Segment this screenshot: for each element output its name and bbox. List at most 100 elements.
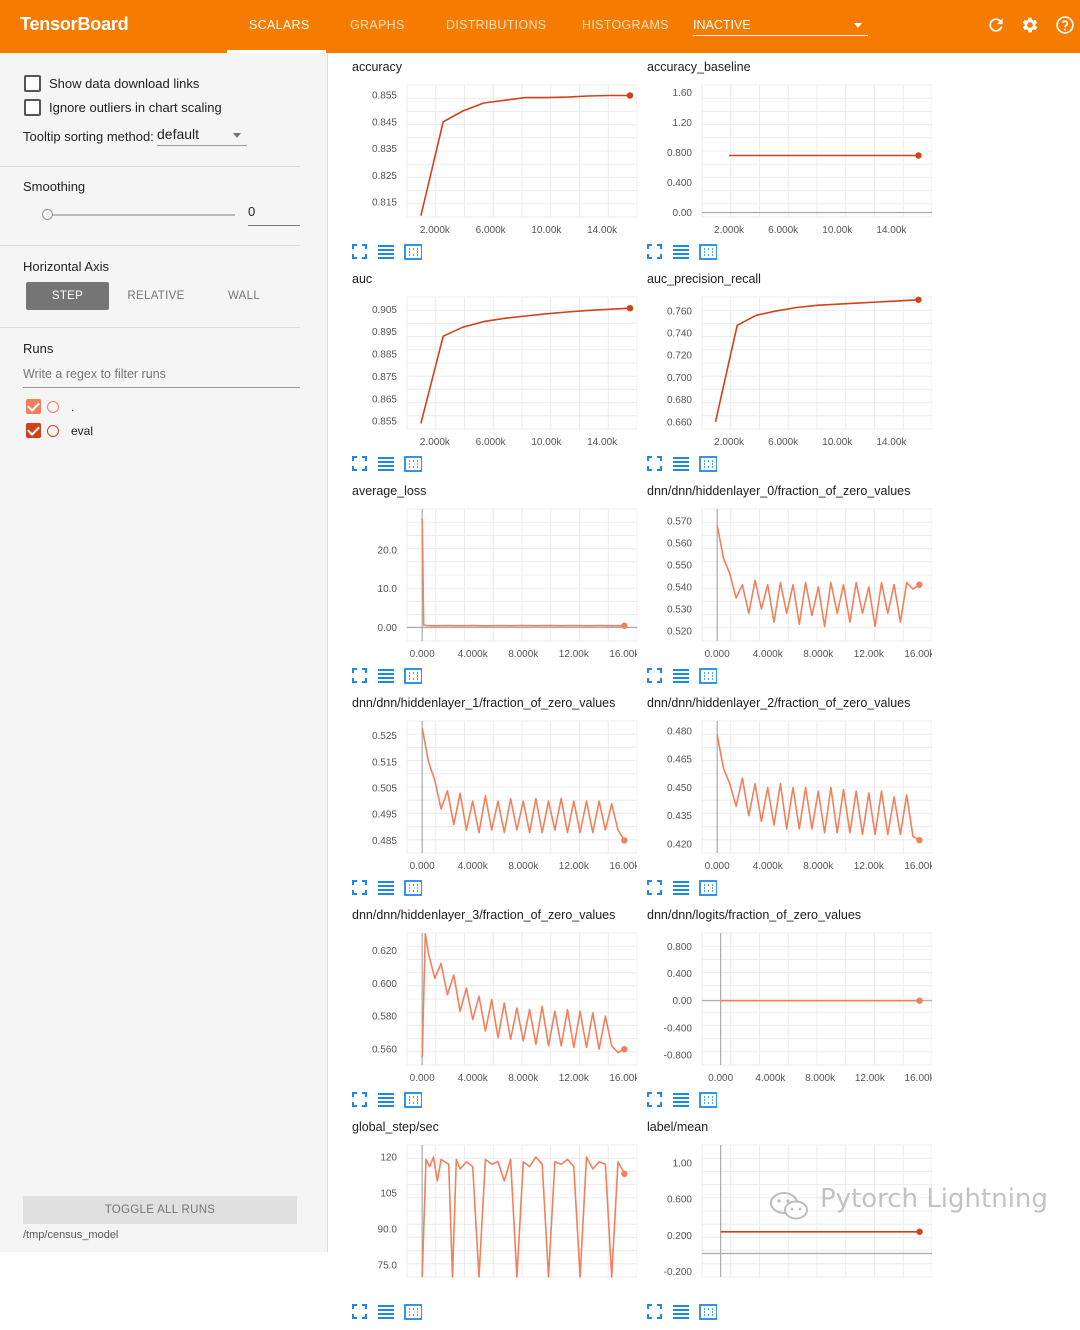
x-tick-label: 4.000k [458,861,489,872]
run-filter-input[interactable]: Write a regex to filter runs [23,367,300,388]
fit-domain-icon[interactable] [404,1092,422,1108]
tab-graphs[interactable]: GRAPHS [350,18,405,32]
expand-chart-icon[interactable] [647,456,665,472]
y-tick-label: 0.525 [372,731,397,742]
toggle-all-runs-button[interactable]: TOGGLE ALL RUNS [23,1196,297,1224]
ignore-outliers-checkbox[interactable]: Ignore outliers in chart scaling [24,99,222,116]
run-item[interactable]: . [26,399,74,414]
horizontal-axis-label: Horizontal Axis [23,259,109,274]
fit-domain-icon[interactable] [404,244,422,260]
x-tick-label: 8.000k [805,1073,836,1084]
fit-domain-icon[interactable] [699,880,717,896]
chart-title: dnn/dnn/logits/fraction_of_zero_values [647,908,862,922]
expand-chart-icon[interactable] [352,880,370,896]
chart-plot[interactable]: 0.480 0.465 0.450 0.435 0.420 0.000 4.000k 8.00… [647,714,932,874]
smoothing-value-input[interactable]: 0 [248,204,300,226]
axis-relative-button[interactable]: RELATIVE [127,290,185,302]
chevron-down-icon [854,23,862,28]
expand-chart-icon[interactable] [647,880,665,896]
fit-domain-icon[interactable] [699,668,717,684]
inactive-plugins-dropdown[interactable]: INACTIVE [693,18,868,36]
chart-plot[interactable]: 0.800 0.400 0.00 -0.400 -0.800 0.000 4.000k 8.0… [647,926,932,1086]
fit-domain-icon[interactable] [404,1304,422,1320]
wechat-watermark-icon [770,1192,808,1220]
chart-plot[interactable]: 0.525 0.515 0.505 0.495 0.485 0.000 4.000k 8.00… [352,714,637,874]
chart-title: dnn/dnn/hiddenlayer_3/fraction_of_zero_v… [352,908,616,922]
checkbox-icon[interactable] [24,99,41,116]
run-color-swatch-icon[interactable] [47,400,59,413]
expand-chart-icon[interactable] [352,1092,370,1108]
last-point-marker [626,304,634,312]
tab-distributions[interactable]: DISTRIBUTIONS [446,18,547,32]
run-item[interactable]: eval [26,423,93,438]
fit-domain-icon[interactable] [699,1092,717,1108]
fit-domain-icon[interactable] [404,668,422,684]
chart-plot[interactable]: 0.760 0.740 0.720 0.700 0.680 0.660 2.000k 6.00… [647,290,932,450]
fit-domain-icon[interactable] [404,880,422,896]
chart-plot[interactable]: 0.855 0.845 0.835 0.825 0.815 2.000k 6.000k 10.… [352,78,637,238]
y-tick-label: 0.400 [667,178,692,189]
expand-chart-icon[interactable] [352,1304,370,1320]
sidebar: Show data download links Ignore outliers… [0,53,328,1252]
expand-chart-icon[interactable] [647,668,665,684]
divider [0,245,300,246]
expand-chart-icon[interactable] [352,244,370,260]
expand-chart-icon[interactable] [352,456,370,472]
help-icon[interactable] [1055,15,1075,35]
runs-label: Runs [23,341,54,356]
chart-plot[interactable]: 1.60 1.20 0.800 0.400 0.00 2.000k 6.000k 10.00k… [647,78,932,238]
x-tick-label: 4.000k [458,649,489,660]
expand-chart-icon[interactable] [352,668,370,684]
scalar-chart-card: global_step/sec 120 105 90.0 75.0 [352,1120,642,1330]
chart-title: auc [352,272,373,286]
refresh-icon[interactable] [986,15,1006,35]
smoothing-slider-handle[interactable] [42,209,53,220]
y-tick-label: -0.200 [664,1267,693,1278]
tab-scalars[interactable]: SCALARS [249,18,310,32]
y-tick-label: 0.680 [667,395,692,406]
tooltip-sorting-dropdown[interactable]: default [157,126,247,146]
settings-gear-icon[interactable] [1020,15,1040,35]
chart-plot[interactable]: 0.570 0.560 0.550 0.540 0.530 0.520 0.000 4.000… [647,502,932,662]
toggle-log-scale-icon[interactable] [377,244,395,260]
fit-domain-icon[interactable] [404,456,422,472]
toggle-log-scale-icon[interactable] [672,668,690,684]
expand-chart-icon[interactable] [647,1304,665,1320]
smoothing-slider-track[interactable] [47,214,235,216]
run-checkbox[interactable] [26,423,41,438]
chart-plot[interactable]: 120 105 90.0 75.0 [352,1138,637,1298]
toggle-log-scale-icon[interactable] [377,1304,395,1320]
series-line [421,518,625,627]
checkbox-icon[interactable] [24,75,41,92]
run-color-swatch-icon[interactable] [47,424,59,437]
chart-plot[interactable]: 0.905 0.895 0.885 0.875 0.865 0.855 2.000k 6.00… [352,290,637,450]
divider [0,327,300,328]
x-tick-label: 8.000k [508,649,539,660]
scalar-chart-card: dnn/dnn/hiddenlayer_2/fraction_of_zero_v… [647,696,937,906]
axis-step-button[interactable]: STEP [26,282,109,310]
show-download-links-checkbox[interactable]: Show data download links [24,75,199,92]
y-tick-label: 0.200 [667,1231,692,1242]
toggle-log-scale-icon[interactable] [377,1092,395,1108]
toggle-log-scale-icon[interactable] [672,880,690,896]
run-checkbox[interactable] [26,399,41,414]
toggle-log-scale-icon[interactable] [672,456,690,472]
chart-plot[interactable]: 0.620 0.600 0.580 0.560 0.000 4.000k 8.000k 12.… [352,926,637,1086]
fit-domain-icon[interactable] [699,244,717,260]
fit-domain-icon[interactable] [699,1304,717,1320]
chart-plot[interactable]: 20.0 10.0 0.00 0.000 4.000k 8.000k 12.00k 16.00… [352,502,637,662]
toggle-log-scale-icon[interactable] [672,244,690,260]
toggle-log-scale-icon[interactable] [377,880,395,896]
expand-chart-icon[interactable] [647,244,665,260]
toggle-log-scale-icon[interactable] [672,1092,690,1108]
toggle-log-scale-icon[interactable] [377,456,395,472]
y-tick-label: 0.550 [667,560,692,571]
fit-domain-icon[interactable] [699,456,717,472]
axis-wall-button[interactable]: WALL [227,290,261,302]
toggle-log-scale-icon[interactable] [377,668,395,684]
toggle-log-scale-icon[interactable] [672,1304,690,1320]
watermark-text: Pytorch Lightning [820,1184,1048,1214]
expand-chart-icon[interactable] [647,1092,665,1108]
tab-histograms[interactable]: HISTOGRAMS [582,18,669,32]
y-tick-label: 0.450 [667,783,692,794]
